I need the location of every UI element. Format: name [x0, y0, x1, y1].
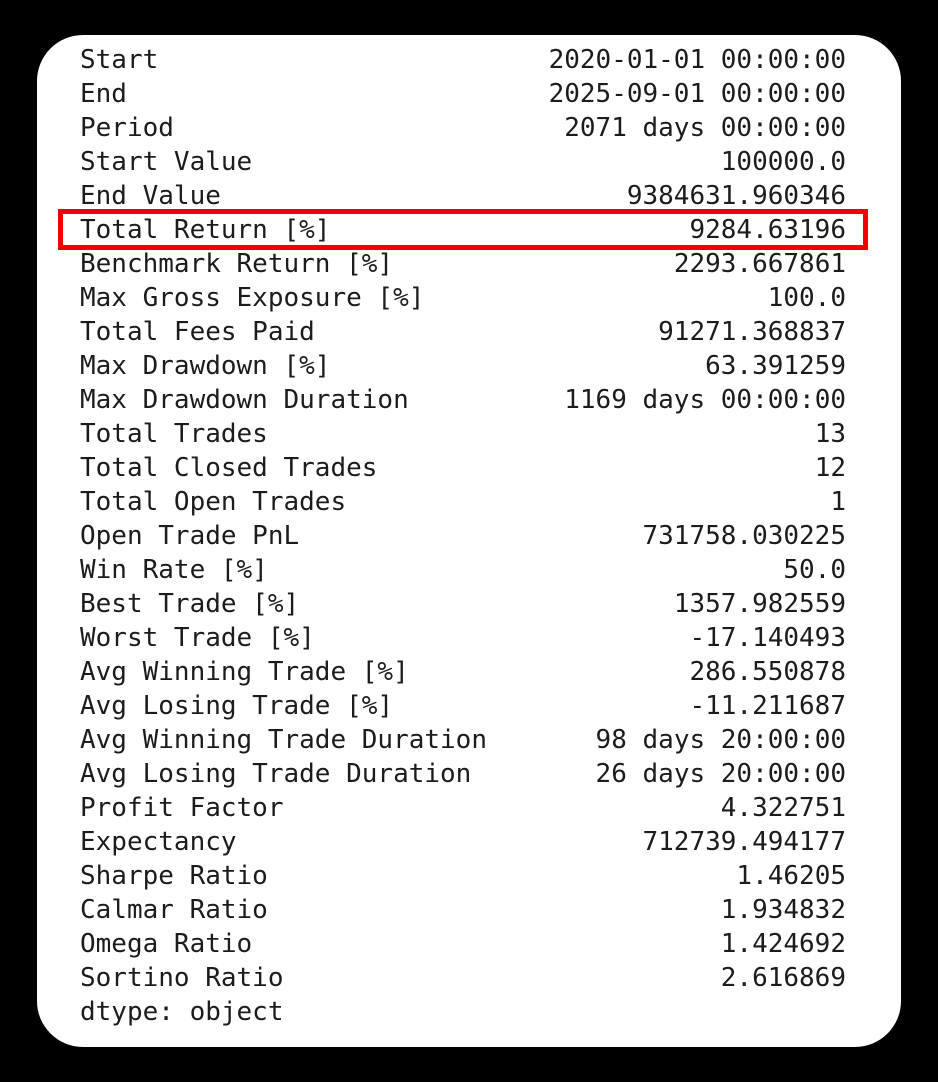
stat-label: Total Return [%]	[80, 215, 331, 245]
stat-label: Omega Ratio	[80, 929, 253, 959]
stat-row: Profit Factor 4.322751	[80, 791, 846, 825]
stat-row: Open Trade PnL 731758.030225	[80, 519, 846, 553]
stat-label: Win Rate [%]	[80, 555, 268, 585]
stat-label: Sharpe Ratio	[80, 861, 268, 891]
stat-value: 1357.982559	[673, 589, 846, 619]
stat-value: 2293.667861	[673, 249, 846, 279]
stat-row: Max Gross Exposure [%] 100.0	[80, 281, 846, 315]
stat-row: Expectancy 712739.494177	[80, 825, 846, 859]
stat-row: Win Rate [%] 50.0	[80, 553, 846, 587]
stat-value: 1.424692	[720, 929, 846, 959]
stat-value: 9284.63196	[689, 215, 846, 245]
stat-value: 1	[830, 487, 846, 517]
stat-row: Total Closed Trades 12	[80, 451, 846, 485]
stat-row: Calmar Ratio 1.934832	[80, 893, 846, 927]
stat-row: Start 2020-01-01 00:00:00	[80, 43, 846, 77]
stat-label: Avg Winning Trade Duration	[80, 725, 487, 755]
stat-label: Total Open Trades	[80, 487, 347, 517]
stat-value: 1169 days 00:00:00	[564, 385, 846, 415]
stat-row: Avg Losing Trade Duration 26 days 20:00:…	[80, 757, 846, 791]
stat-row: Total Trades 13	[80, 417, 846, 451]
stat-value: 1.46205	[736, 861, 846, 891]
stat-value: 2071 days 00:00:00	[564, 113, 846, 143]
stat-value: 100.0	[767, 283, 846, 313]
stat-label: Start	[80, 45, 159, 75]
stat-label: Avg Losing Trade [%]	[80, 691, 394, 721]
stat-label: Avg Losing Trade Duration	[80, 759, 472, 789]
stat-label: Max Gross Exposure [%]	[80, 283, 425, 313]
stat-label: Profit Factor	[80, 793, 284, 823]
stat-row: Worst Trade [%] -17.140493	[80, 621, 846, 655]
stat-row: Benchmark Return [%] 2293.667861	[80, 247, 846, 281]
stat-row: Sharpe Ratio 1.46205	[80, 859, 846, 893]
stat-value: 50.0	[783, 555, 846, 585]
stat-row: Avg Losing Trade [%] -11.211687	[80, 689, 846, 723]
dtype-footer: dtype: object	[80, 997, 284, 1027]
stat-label: Calmar Ratio	[80, 895, 268, 925]
stat-label: Sortino Ratio	[80, 963, 284, 993]
stat-label: Benchmark Return [%]	[80, 249, 394, 279]
stat-row: Total Open Trades 1	[80, 485, 846, 519]
stat-value: 100000.0	[720, 147, 846, 177]
stat-value: 2.616869	[720, 963, 846, 993]
stat-row: Sortino Ratio 2.616869	[80, 961, 846, 995]
stat-label: Total Closed Trades	[80, 453, 378, 483]
stat-value: 9384631.960346	[626, 181, 846, 211]
stat-value: 2020-01-01 00:00:00	[548, 45, 846, 75]
stat-row: Period 2071 days 00:00:00	[80, 111, 846, 145]
stat-value: 731758.030225	[642, 521, 847, 551]
stat-label: Start Value	[80, 147, 253, 177]
stat-label: Open Trade PnL	[80, 521, 300, 551]
stat-value: 26 days 20:00:00	[595, 759, 846, 789]
stat-value: 712739.494177	[642, 827, 847, 857]
stat-value: 12	[814, 453, 846, 483]
stat-row: Best Trade [%] 1357.982559	[80, 587, 846, 621]
stat-label: Max Drawdown [%]	[80, 351, 331, 381]
stat-label: Total Fees Paid	[80, 317, 315, 347]
stat-value: 98 days 20:00:00	[595, 725, 846, 755]
stat-value: 63.391259	[705, 351, 846, 381]
stat-value: -17.140493	[689, 623, 846, 653]
stat-label: Max Drawdown Duration	[80, 385, 409, 415]
stat-row: Max Drawdown [%] 63.391259	[80, 349, 846, 383]
stat-row: Omega Ratio 1.424692	[80, 927, 846, 961]
stat-row: Total Return [%] 9284.63196	[58, 209, 868, 250]
stat-row: Avg Winning Trade Duration 98 days 20:00…	[80, 723, 846, 757]
stat-value: 13	[814, 419, 846, 449]
stat-label: Worst Trade [%]	[80, 623, 315, 653]
stat-row: Max Drawdown Duration 1169 days 00:00:00	[80, 383, 846, 417]
stat-row: Avg Winning Trade [%] 286.550878	[80, 655, 846, 689]
stat-row: Total Fees Paid 91271.368837	[80, 315, 846, 349]
stat-value: 2025-09-01 00:00:00	[548, 79, 846, 109]
stat-label: Expectancy	[80, 827, 237, 857]
stats-output-card: Start 2020-01-01 00:00:00 End 2025-09-01…	[37, 35, 901, 1047]
stat-label: End	[80, 79, 127, 109]
stat-label: Total Trades	[80, 419, 268, 449]
stat-label: Avg Winning Trade [%]	[80, 657, 409, 687]
stat-label: Best Trade [%]	[80, 589, 300, 619]
stat-value: 91271.368837	[658, 317, 846, 347]
stat-value: 1.934832	[720, 895, 846, 925]
stat-label: End Value	[80, 181, 221, 211]
stat-row: Start Value 100000.0	[80, 145, 846, 179]
stat-row: End 2025-09-01 00:00:00	[80, 77, 846, 111]
stat-value: -11.211687	[689, 691, 846, 721]
stat-value: 4.322751	[720, 793, 846, 823]
stat-row: End Value 9384631.960346	[80, 179, 846, 213]
stat-label: Period	[80, 113, 174, 143]
stats-list: Start 2020-01-01 00:00:00 End 2025-09-01…	[58, 43, 868, 995]
stat-value: 286.550878	[689, 657, 846, 687]
